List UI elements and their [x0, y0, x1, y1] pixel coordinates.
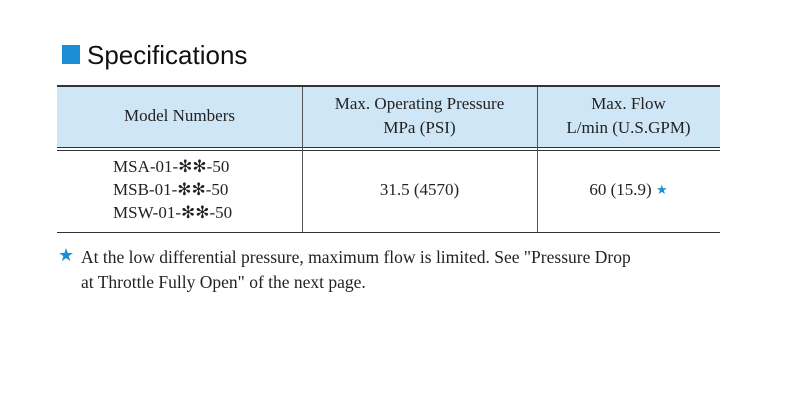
header-text: Max. Operating Pressure — [334, 94, 505, 113]
cell: 60 (15.9) ★ — [537, 178, 720, 202]
table: Model Numbers Max. Operating Pressure MPa… — [57, 85, 720, 233]
note-line: at Throttle Fully Open" of the next page… — [81, 272, 366, 292]
bottom-rule — [57, 232, 720, 233]
flow-mark: ★ — [655, 182, 668, 197]
header-text: MPa (PSI) — [383, 118, 456, 137]
pressure: 31.5 (4570) — [379, 180, 460, 199]
col-divider — [302, 87, 303, 232]
header-bg — [57, 85, 720, 148]
header-cell: Max. Flow L/min (U.S.GPM) — [537, 92, 720, 140]
header-rule — [57, 147, 720, 151]
title: Specifications — [87, 40, 248, 70]
note: At the low differential pressure, maximu… — [81, 245, 631, 295]
header-text: Max. Flow — [591, 94, 666, 113]
header-cell: Model Numbers — [57, 104, 302, 128]
header-cell: Max. Operating Pressure MPa (PSI) — [302, 92, 537, 140]
model-number: MSW-01-✻✻-50 — [113, 203, 233, 222]
note-line: At the low differential pressure, maximu… — [81, 247, 631, 267]
header-text: Model Numbers — [124, 106, 235, 125]
flow: 60 (15.9) — [589, 180, 652, 199]
model-number: MSA-01-✻✻-50 — [113, 157, 230, 176]
col-divider — [537, 87, 538, 232]
title-icon — [62, 45, 80, 64]
model-number: MSB-01-✻✻-50 — [113, 180, 229, 199]
header-text: L/min (U.S.GPM) — [566, 118, 691, 137]
note-mark: ★ — [58, 245, 75, 265]
cell: MSA-01-✻✻-50 MSB-01-✻✻-50 MSW-01-✻✻-50 — [113, 155, 232, 224]
cell: 31.5 (4570) — [302, 178, 537, 202]
